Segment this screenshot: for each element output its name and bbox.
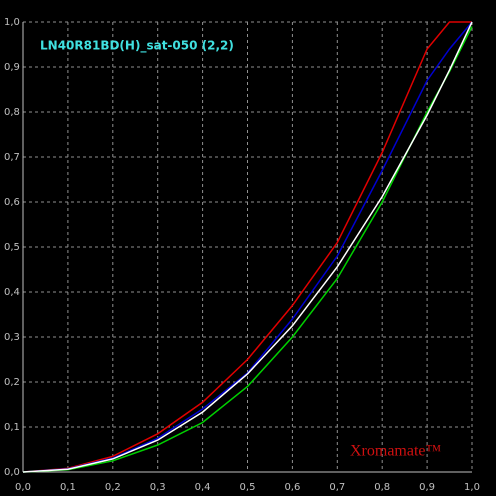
y-tick-label: 0,3 xyxy=(4,332,20,343)
y-tick-label: 0,4 xyxy=(4,287,20,298)
y-tick-label: 0,8 xyxy=(4,107,20,118)
chart-title: LN40R81BD(H)_sat-050 (2,2) xyxy=(40,39,234,54)
y-tick-label: 0,9 xyxy=(4,62,20,73)
x-tick-label: 0,2 xyxy=(105,482,121,493)
x-tick-label: 0,3 xyxy=(150,482,166,493)
y-tick-label: 1,0 xyxy=(4,17,20,28)
x-tick-label: 0,4 xyxy=(195,482,211,493)
x-tick-label: 0,6 xyxy=(284,482,300,493)
x-tick-label: 0,7 xyxy=(329,482,345,493)
y-tick-label: 0,6 xyxy=(4,197,20,208)
x-tick-label: 0,5 xyxy=(240,482,256,493)
x-tick-label: 0,8 xyxy=(374,482,390,493)
x-tick-label: 0,0 xyxy=(15,482,31,493)
watermark: Xromamate™ xyxy=(350,443,442,460)
y-tick-label: 0,0 xyxy=(4,467,20,478)
x-tick-label: 0,1 xyxy=(60,482,76,493)
x-tick-label: 1,0 xyxy=(464,482,480,493)
series-line xyxy=(22,26,473,473)
y-tick-label: 0,1 xyxy=(4,422,20,433)
y-tick-label: 0,2 xyxy=(4,377,20,388)
x-tick-label: 0,9 xyxy=(419,482,435,493)
series-line xyxy=(22,21,473,473)
y-tick-label: 0,5 xyxy=(4,242,20,253)
series-line xyxy=(22,21,472,473)
y-tick-label: 0,7 xyxy=(4,152,20,163)
